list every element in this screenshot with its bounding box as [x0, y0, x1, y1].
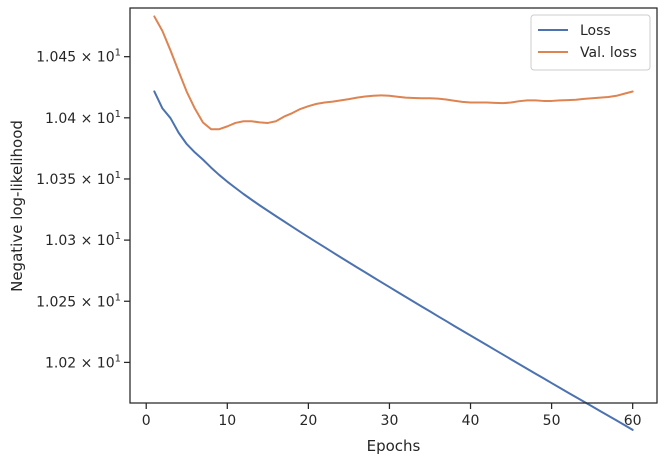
series-line-val-loss — [153, 15, 634, 131]
y-tick-label: 1.025 × 101 — [36, 292, 121, 310]
axes-frame — [129, 7, 658, 404]
x-tick-label: 40 — [462, 413, 480, 429]
y-axis-label: Negative log-likelihood — [8, 120, 26, 292]
legend-label-loss: Loss — [580, 23, 611, 39]
x-axis: 0 10 20 30 40 50 60 — [142, 403, 642, 429]
x-tick-label: 50 — [543, 413, 561, 429]
x-axis-label: Epochs — [367, 437, 421, 455]
x-tick-label: 0 — [142, 413, 151, 429]
y-tick-label: 1.045 × 101 — [36, 48, 121, 66]
plot-area — [129, 7, 658, 431]
y-tick-label: 1.02 × 101 — [45, 353, 121, 371]
y-axis: 1.02 × 101 1.025 × 101 1.03 × 101 1.035 × 1… — [36, 48, 130, 371]
y-tick-label: 1.035 × 101 — [36, 170, 121, 188]
legend: Loss Val. loss — [530, 14, 651, 71]
axes-background — [130, 8, 657, 403]
y-tick-label: 1.04 × 101 — [45, 109, 121, 127]
x-tick-label: 10 — [218, 413, 236, 429]
series-line-loss — [153, 90, 634, 431]
x-tick-label: 60 — [624, 413, 642, 429]
x-tick-label: 20 — [299, 413, 317, 429]
x-tick-label: 30 — [381, 413, 399, 429]
series-layer — [153, 15, 634, 431]
legend-box — [530, 14, 651, 71]
y-tick-label: 1.03 × 101 — [45, 231, 121, 249]
legend-label-val-loss: Val. loss — [580, 45, 637, 61]
